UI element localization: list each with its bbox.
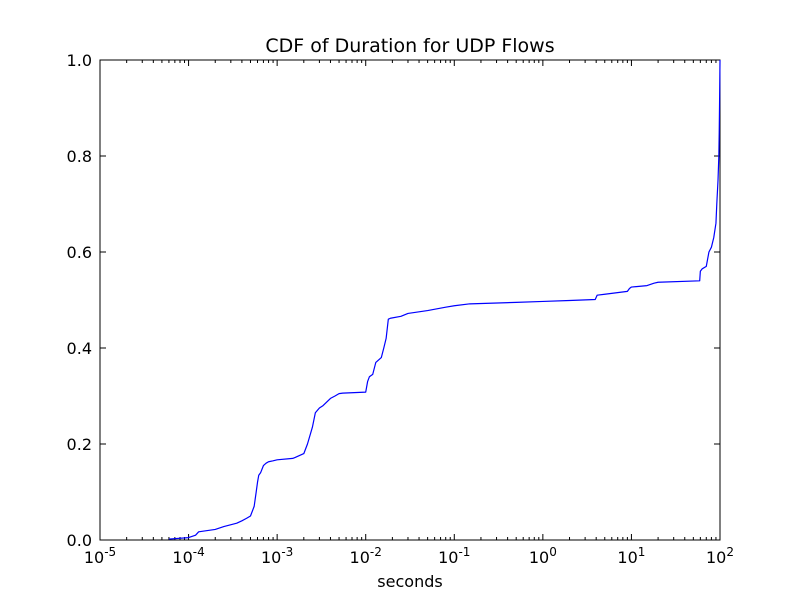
y-axis: 0.0 0.2 0.4 0.6 0.8 1.0 (67, 51, 720, 550)
x-axis: 10-5 10-4 10-3 10-2 10-1 100 101 102 (84, 60, 734, 567)
x-tick-label: 10-3 (261, 545, 293, 567)
y-tick-label: 1.0 (67, 51, 92, 70)
y-tick-label: 0.4 (67, 339, 92, 358)
chart-title: CDF of Duration for UDP Flows (265, 35, 554, 57)
x-tick-label: 10-5 (84, 545, 116, 567)
x-tick-label: 10-1 (438, 545, 470, 567)
y-tick-label: 0.0 (67, 531, 92, 550)
x-tick-label: 10-2 (350, 545, 382, 567)
x-tick-label: 102 (706, 545, 734, 567)
x-tick-label: 10-4 (172, 545, 204, 567)
y-tick-label: 0.8 (67, 147, 92, 166)
cdf-series-line (168, 59, 721, 540)
y-tick-label: 0.2 (67, 435, 92, 454)
x-tick-label: 100 (529, 545, 557, 567)
y-tick-label: 0.6 (67, 243, 92, 262)
x-tick-label: 101 (617, 545, 645, 567)
x-axis-label: seconds (377, 572, 442, 591)
plot-area (99, 59, 721, 541)
